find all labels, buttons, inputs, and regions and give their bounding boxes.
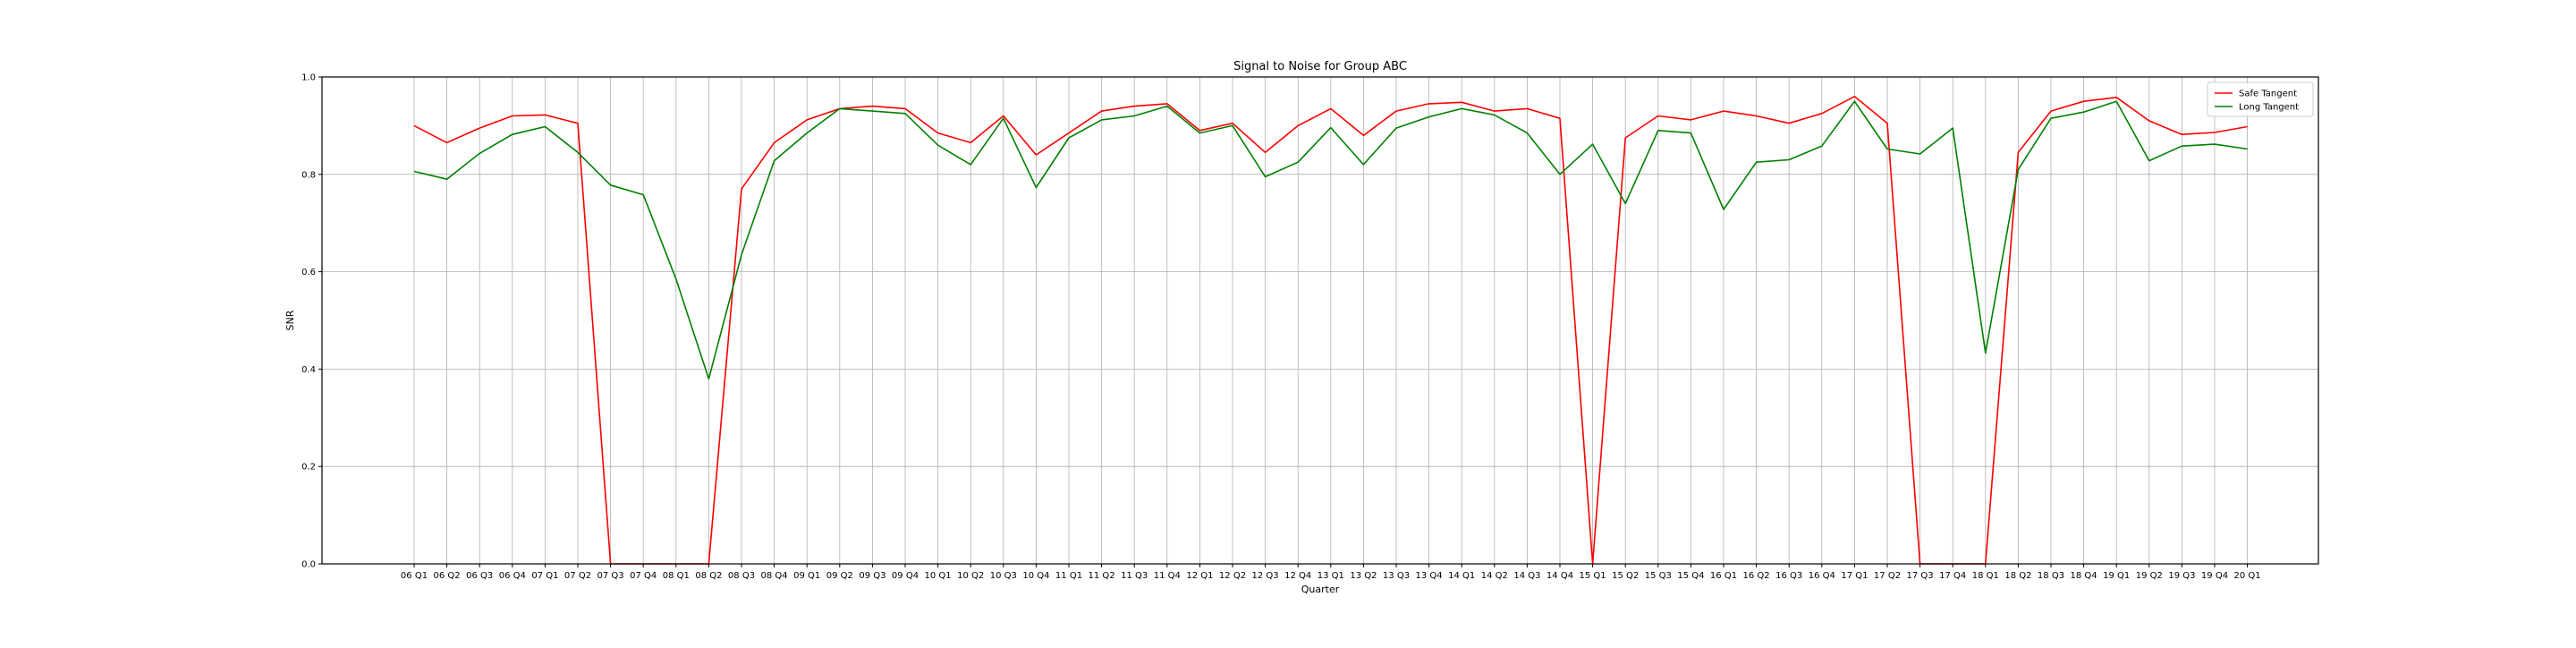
x-tick-label: 17 Q1 xyxy=(1841,571,1868,581)
x-tick-label: 18 Q2 xyxy=(2004,571,2031,581)
y-tick-label: 0.2 xyxy=(301,463,316,473)
chart-title: Signal to Noise for Group ABC xyxy=(1233,60,1407,73)
x-tick-label: 14 Q2 xyxy=(1481,571,1508,581)
legend-label: Safe Tangent xyxy=(2239,90,2297,99)
x-axis-label: Quarter xyxy=(1301,584,1340,595)
x-tick-label: 13 Q2 xyxy=(1350,571,1377,581)
legend: Safe Tangent Long Tangent xyxy=(2207,81,2314,117)
x-tick-label: 10 Q3 xyxy=(990,571,1017,581)
x-tick-label: 19 Q3 xyxy=(2168,571,2195,581)
y-tick-label: 1.0 xyxy=(301,73,316,83)
x-tick-label: 13 Q1 xyxy=(1318,571,1344,581)
x-tick-label: 19 Q4 xyxy=(2201,571,2228,581)
x-tick-label: 09 Q4 xyxy=(892,571,919,581)
x-tick-label: 07 Q2 xyxy=(564,571,591,581)
tick-layer: 06 Q1 06 Q2 06 Q3 06 Q4 07 Q1 07 Q2 07 Q3 07 Q4… xyxy=(301,73,2261,582)
x-tick-label: 11 Q1 xyxy=(1055,571,1082,581)
y-tick-label: 0.0 xyxy=(301,560,316,570)
x-tick-label: 07 Q4 xyxy=(630,571,657,581)
x-tick-label: 11 Q4 xyxy=(1154,571,1181,581)
x-tick-label: 13 Q3 xyxy=(1383,571,1410,581)
x-tick-label: 11 Q2 xyxy=(1089,571,1115,581)
x-tick-label: 09 Q2 xyxy=(826,571,853,581)
legend-label: Long Tangent xyxy=(2239,103,2299,113)
x-tick-label: 18 Q3 xyxy=(2038,571,2064,581)
y-tick-label: 0.4 xyxy=(301,365,316,375)
x-tick-label: 15 Q3 xyxy=(1645,571,1672,581)
x-tick-label: 06 Q1 xyxy=(401,571,428,581)
x-tick-label: 12 Q4 xyxy=(1284,571,1311,581)
x-tick-label: 08 Q4 xyxy=(761,571,788,581)
x-tick-label: 19 Q2 xyxy=(2136,571,2163,581)
y-tick-label: 0.8 xyxy=(301,170,316,180)
x-tick-label: 10 Q2 xyxy=(957,571,984,581)
x-tick-label: 15 Q4 xyxy=(1677,571,1704,581)
x-tick-label: 15 Q2 xyxy=(1612,571,1639,581)
x-tick-label: 16 Q4 xyxy=(1809,571,1835,581)
x-tick-label: 14 Q1 xyxy=(1448,571,1475,581)
x-tick-label: 18 Q4 xyxy=(2071,571,2097,581)
x-tick-label: 06 Q2 xyxy=(434,571,461,581)
x-tick-label: 16 Q2 xyxy=(1743,571,1770,581)
x-tick-label: 09 Q1 xyxy=(793,571,820,581)
x-tick-label: 14 Q3 xyxy=(1513,571,1540,581)
x-tick-label: 16 Q1 xyxy=(1710,571,1737,581)
grid-layer xyxy=(322,76,2318,565)
x-tick-label: 13 Q4 xyxy=(1416,571,1443,581)
x-tick-label: 16 Q3 xyxy=(1775,571,1802,581)
x-tick-label: 12 Q2 xyxy=(1219,571,1246,581)
x-tick-label: 07 Q1 xyxy=(531,571,558,581)
x-tick-label: 06 Q4 xyxy=(499,571,526,581)
x-tick-label: 19 Q1 xyxy=(2103,571,2130,581)
x-tick-label: 17 Q4 xyxy=(1939,571,1966,581)
x-tick-label: 10 Q4 xyxy=(1022,571,1049,581)
x-tick-label: 15 Q1 xyxy=(1580,571,1606,581)
x-tick-label: 08 Q2 xyxy=(695,571,722,581)
x-tick-label: 11 Q3 xyxy=(1121,571,1148,581)
x-tick-label: 12 Q3 xyxy=(1252,571,1279,581)
y-tick-label: 0.6 xyxy=(301,268,316,277)
x-tick-label: 14 Q4 xyxy=(1546,571,1573,581)
x-tick-label: 20 Q1 xyxy=(2234,571,2261,581)
x-tick-label: 17 Q3 xyxy=(1907,571,1934,581)
x-tick-label: 09 Q3 xyxy=(859,571,886,581)
x-tick-label: 08 Q1 xyxy=(663,571,690,581)
plot-frame xyxy=(321,76,2319,565)
x-tick-label: 18 Q1 xyxy=(1972,571,1999,581)
x-tick-label: 07 Q3 xyxy=(597,571,624,581)
y-axis-label: SNR xyxy=(284,310,296,330)
x-tick-label: 10 Q1 xyxy=(925,571,952,581)
series-line-long-tangent xyxy=(413,100,2248,380)
x-tick-label: 17 Q2 xyxy=(1874,571,1901,581)
x-tick-label: 08 Q3 xyxy=(728,571,755,581)
legend-box xyxy=(2207,81,2314,117)
x-tick-label: 12 Q1 xyxy=(1186,571,1213,581)
x-tick-label: 06 Q3 xyxy=(466,571,493,581)
